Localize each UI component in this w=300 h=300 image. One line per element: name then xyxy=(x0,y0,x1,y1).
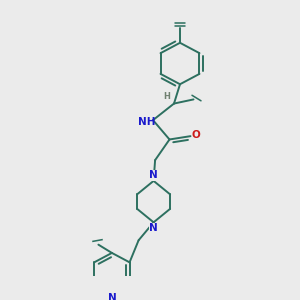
Text: N: N xyxy=(149,223,158,233)
Text: H: H xyxy=(163,92,170,101)
Text: O: O xyxy=(191,130,200,140)
Text: NH: NH xyxy=(138,116,155,127)
Text: N: N xyxy=(149,170,158,180)
Text: N: N xyxy=(107,293,116,300)
